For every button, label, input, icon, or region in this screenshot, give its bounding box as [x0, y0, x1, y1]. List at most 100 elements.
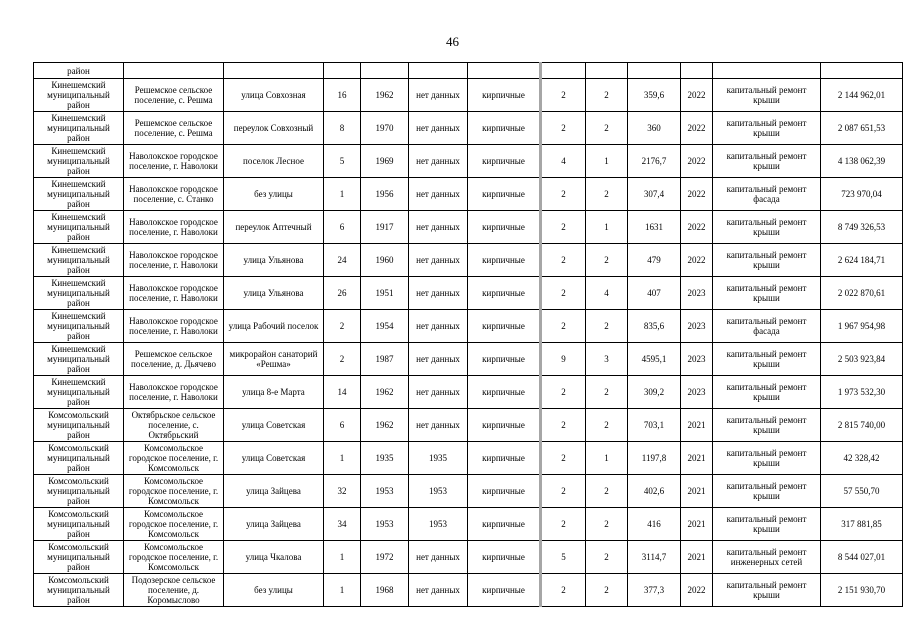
table-cell: 2	[539, 474, 586, 508]
table-cell: 1960	[360, 243, 409, 277]
table-cell: капитальный ремонт крыши	[712, 507, 821, 541]
table-cell: 359,6	[627, 78, 681, 112]
table-cell: 2 087 651,53	[820, 111, 903, 145]
table-cell: 377,3	[627, 573, 681, 607]
table-cell: Комсомольское городское поселение, г. Ко…	[123, 507, 224, 541]
table-cell: 2	[585, 507, 628, 541]
table-cell: 2021	[680, 408, 713, 442]
table-cell: 402,6	[627, 474, 681, 508]
table-cell: Комсомольское городское поселение, г. Ко…	[123, 474, 224, 508]
table-cell	[123, 62, 224, 79]
table-row: Кинешемский муниципальный район Наволокск…	[33, 375, 903, 409]
table-row: Комсомольский муниципальный район Октябрь…	[33, 408, 903, 442]
table-cell: капитальный ремонт крыши	[712, 144, 821, 178]
table-cell: 1969	[360, 144, 409, 178]
table-cell: улица Советская	[223, 441, 324, 475]
table-cell: 1953	[360, 507, 409, 541]
table-cell: 2	[539, 441, 586, 475]
table-cell	[627, 62, 681, 79]
table-cell: 2	[539, 210, 586, 244]
capital-repair-table: район Кинешемский муниципальный район Реше…	[33, 62, 903, 607]
table-cell: кирпичные	[467, 144, 541, 178]
table-cell: 2022	[680, 177, 713, 211]
table-cell: Кинешемский муниципальный район	[33, 111, 124, 145]
table-cell: 2	[539, 276, 586, 310]
table-cell: кирпичные	[467, 243, 541, 277]
table-cell: 2	[585, 540, 628, 574]
table-cell: 1	[323, 540, 361, 574]
table-cell: капитальный ремонт крыши	[712, 408, 821, 442]
table-cell: 1935	[360, 441, 409, 475]
table-cell: Комсомольский муниципальный район	[33, 573, 124, 607]
table-cell: 2023	[680, 342, 713, 376]
table-cell: 1	[323, 441, 361, 475]
table-cell: Комсомольское городское поселение, г. Ко…	[123, 441, 224, 475]
table-cell: 1962	[360, 375, 409, 409]
table-cell: 2021	[680, 474, 713, 508]
table-cell: 2 503 923,84	[820, 342, 903, 376]
table-cell: нет данных	[408, 78, 468, 112]
table-cell: Кинешемский муниципальный район	[33, 276, 124, 310]
table-cell: 6	[323, 408, 361, 442]
table-cell: 2	[585, 408, 628, 442]
table-row: Кинешемский муниципальный район Наволокск…	[33, 177, 903, 211]
table-cell: 2 144 962,01	[820, 78, 903, 112]
table-cell: нет данных	[408, 540, 468, 574]
table-cell: 1951	[360, 276, 409, 310]
table-cell: капитальный ремонт крыши	[712, 78, 821, 112]
table-cell: 2023	[680, 309, 713, 343]
table-cell: Решемское сельское поселение, с. Решма	[123, 111, 224, 145]
table-cell: 4	[539, 144, 586, 178]
table-cell: 1972	[360, 540, 409, 574]
table-cell: 1953	[360, 474, 409, 508]
table-cell: 4595,1	[627, 342, 681, 376]
table-cell	[467, 62, 541, 79]
table-cell	[585, 62, 628, 79]
table-cell: Комсомольский муниципальный район	[33, 474, 124, 508]
table-cell: 1917	[360, 210, 409, 244]
table-cell: капитальный ремонт инженерных сетей	[712, 540, 821, 574]
table-cell: 2022	[680, 210, 713, 244]
table-cell: кирпичные	[467, 408, 541, 442]
table-cell: нет данных	[408, 573, 468, 607]
table-cell: Подозерское сельское поселение, д. Кором…	[123, 573, 224, 607]
table-cell: Наволокское городское поселение, г. Наво…	[123, 309, 224, 343]
table-cell: 1962	[360, 408, 409, 442]
table-cell: капитальный ремонт крыши	[712, 342, 821, 376]
table-cell: район	[33, 62, 124, 79]
table-cell: нет данных	[408, 342, 468, 376]
table-cell: Наволокское городское поселение, г. Наво…	[123, 243, 224, 277]
table-cell: 2	[585, 78, 628, 112]
table-cell: 2	[585, 177, 628, 211]
table-cell: нет данных	[408, 144, 468, 178]
table-cell: микрорайон санаторий «Решма»	[223, 342, 324, 376]
table-cell: 42 328,42	[820, 441, 903, 475]
table-cell: переулок Аптечный	[223, 210, 324, 244]
table-cell: кирпичные	[467, 276, 541, 310]
table-cell: капитальный ремонт фасада	[712, 309, 821, 343]
table-cell: 2	[585, 573, 628, 607]
table-cell: 2023	[680, 375, 713, 409]
table-cell: Комсомольское городское поселение, г. Ко…	[123, 540, 224, 574]
table-cell: улица Ульянова	[223, 243, 324, 277]
table-cell: Кинешемский муниципальный район	[33, 210, 124, 244]
table-cell: 2022	[680, 78, 713, 112]
table-cell: 1 973 532,30	[820, 375, 903, 409]
table-cell: капитальный ремонт крыши	[712, 276, 821, 310]
table-cell: 2022	[680, 243, 713, 277]
table-cell: без улицы	[223, 573, 324, 607]
table-cell: 309,2	[627, 375, 681, 409]
table-cell: 2	[539, 309, 586, 343]
table-cell: кирпичные	[467, 375, 541, 409]
page-number: 46	[446, 34, 459, 49]
table-cell: 1970	[360, 111, 409, 145]
table-cell: капитальный ремонт крыши	[712, 210, 821, 244]
table-cell: 835,6	[627, 309, 681, 343]
table-cell: 5	[323, 144, 361, 178]
table-cell: 2	[539, 78, 586, 112]
table-row: Кинешемский муниципальный район Решемское…	[33, 342, 903, 376]
table-cell: капитальный ремонт фасада	[712, 177, 821, 211]
table-cell: улица Советская	[223, 408, 324, 442]
table-cell: Кинешемский муниципальный район	[33, 78, 124, 112]
